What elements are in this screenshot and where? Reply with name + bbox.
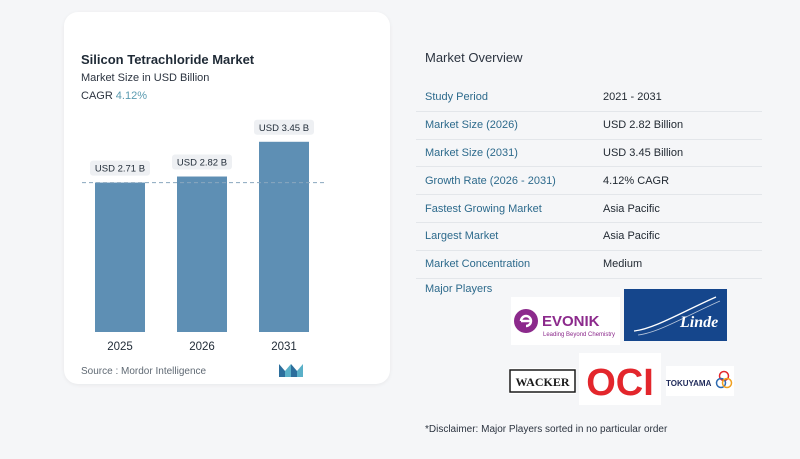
overview-value: USD 2.82 Billion — [603, 119, 684, 132]
linde-logo: Linde — [624, 289, 727, 341]
overview-value: 2021 - 2031 — [603, 91, 662, 104]
oci-wordmark: OCI — [586, 362, 654, 404]
tokuyama-logo: TOKUYAMA — [666, 366, 734, 396]
source-note: Source : Mordor Intelligence — [81, 366, 207, 377]
overview-label: Market Size (2026) — [425, 119, 518, 132]
data-label-background — [172, 154, 232, 170]
x-tick-label: 2025 — [107, 341, 133, 353]
overview-value: USD 3.45 Billion — [603, 146, 684, 159]
data-label-background — [254, 119, 314, 135]
chart-title: Silicon Tetrachloride Market — [81, 52, 255, 67]
bar — [95, 182, 145, 332]
x-tick-label: 2026 — [189, 341, 215, 353]
disclaimer: *Disclaimer: Major Players sorted in no … — [425, 424, 668, 435]
bar-chart: USD 2.71 B 2025 USD 2.82 B 2026 USD 3.45 B 20… — [82, 119, 326, 353]
overview-label: Largest Market — [425, 230, 499, 243]
overview-row: Fastest Growing Market Asia Pacific — [416, 195, 762, 223]
data-label: USD 3.45 B — [259, 123, 309, 134]
cagr-row: CAGR 4.12% — [81, 90, 147, 102]
bar — [177, 176, 227, 332]
oci-logo: OCI — [579, 353, 661, 405]
overview-value: Asia Pacific — [603, 230, 660, 243]
evonik-logo: EVONIK Leading Beyond Chemistry — [511, 297, 620, 345]
overview-value: 4.12% CAGR — [603, 174, 670, 187]
chart-subtitle: Market Size in USD Billion — [81, 72, 210, 84]
overview-row: Market Concentration Medium — [416, 251, 762, 279]
major-players-title: Major Players — [425, 283, 493, 295]
cagr-label: CAGR — [81, 90, 113, 102]
tokuyama-wordmark: TOKUYAMA — [666, 379, 712, 388]
overview-row: Largest Market Asia Pacific — [416, 223, 762, 251]
overview-label: Growth Rate (2026 - 2031) — [425, 174, 556, 187]
cagr-value: 4.12% — [115, 90, 147, 102]
overview-label: Fastest Growing Market — [425, 202, 542, 215]
linde-wordmark: Linde — [679, 314, 718, 331]
overview-row: Study Period 2021 - 2031 — [416, 84, 762, 112]
overview-row: Growth Rate (2026 - 2031) 4.12% CAGR — [416, 167, 762, 196]
wacker-wordmark: WACKER — [515, 375, 569, 389]
overview-row: Market Size (2026) USD 2.82 Billion — [416, 112, 762, 140]
overview-row: Market Size (2031) USD 3.45 Billion — [416, 140, 762, 168]
evonik-tagline: Leading Beyond Chemistry — [543, 332, 615, 338]
data-label: USD 2.71 B — [95, 164, 145, 175]
data-label: USD 2.82 B — [177, 158, 227, 169]
evonik-wordmark: EVONIK — [542, 313, 600, 330]
wacker-logo: WACKER — [509, 368, 576, 394]
overview-value: Medium — [603, 258, 643, 271]
overview-label: Market Size (2031) — [425, 146, 518, 159]
overview-title: Market Overview — [425, 50, 523, 65]
mordor-logo-icon — [279, 364, 303, 377]
overview-table: Study Period 2021 - 2031 Market Size (202… — [416, 84, 762, 279]
overview-label: Study Period — [425, 91, 488, 104]
data-label-background — [90, 160, 150, 176]
x-tick-label: 2031 — [271, 341, 297, 353]
overview-value: Asia Pacific — [603, 202, 660, 215]
overview-label: Market Concentration — [425, 258, 531, 271]
bar — [259, 141, 309, 332]
